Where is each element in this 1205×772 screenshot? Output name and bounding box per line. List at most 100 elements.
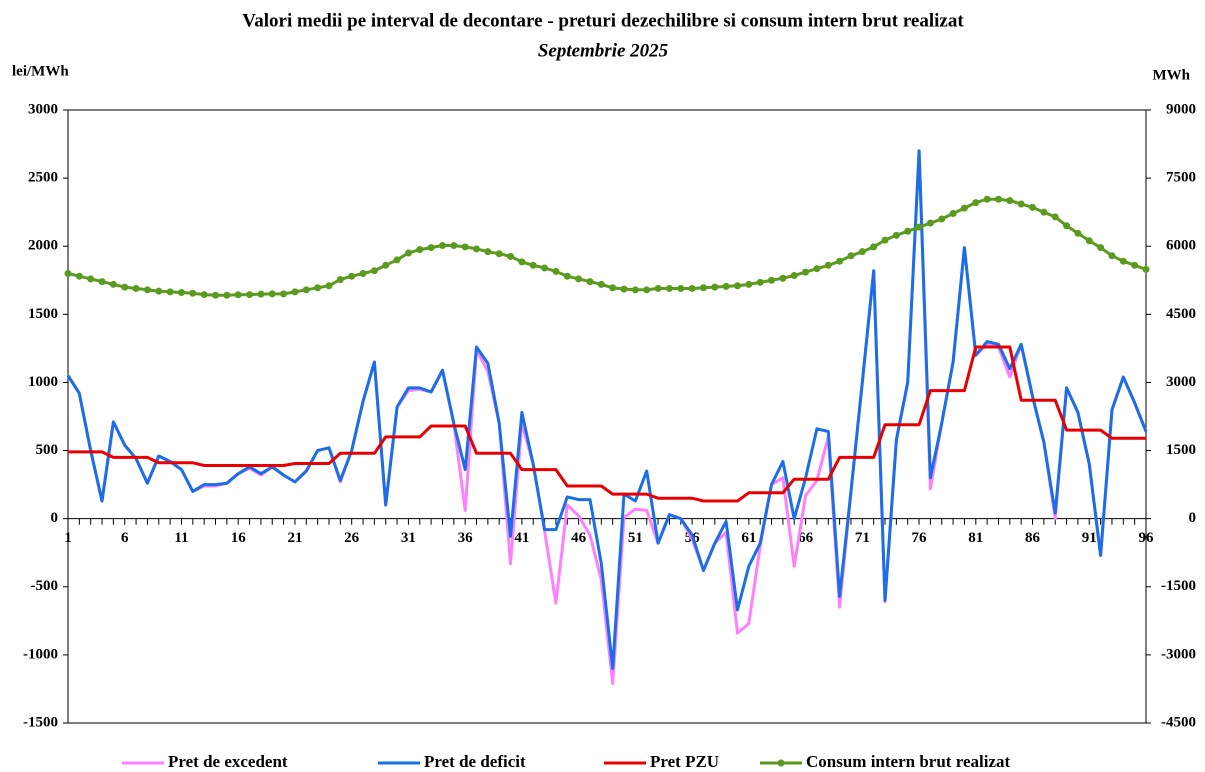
x-tick-label: 61 bbox=[741, 530, 756, 546]
y2-tick-label: 3000 bbox=[1166, 374, 1196, 390]
series-marker bbox=[348, 272, 356, 280]
series-marker bbox=[631, 286, 639, 294]
series-marker bbox=[200, 291, 208, 299]
legend-label: Pret de deficit bbox=[424, 752, 526, 771]
series-marker bbox=[994, 195, 1002, 203]
series-marker bbox=[109, 280, 117, 288]
series-marker bbox=[733, 282, 741, 290]
series-marker bbox=[541, 264, 549, 272]
series-marker bbox=[382, 261, 390, 269]
series-marker bbox=[1097, 244, 1105, 252]
series-marker bbox=[121, 283, 129, 291]
chart-title: Valori medii pe interval de decontare - … bbox=[242, 10, 964, 31]
series-marker bbox=[847, 252, 855, 260]
series-marker bbox=[1142, 265, 1150, 273]
y-tick-label: 2500 bbox=[28, 170, 58, 186]
series-marker bbox=[1131, 261, 1139, 269]
legend-label: Consum intern brut realizat bbox=[806, 752, 1010, 771]
series-marker bbox=[87, 275, 95, 283]
series-marker bbox=[166, 288, 174, 296]
series-marker bbox=[234, 291, 242, 299]
x-tick-label: 96 bbox=[1139, 530, 1155, 546]
series-marker bbox=[189, 289, 197, 297]
series-marker bbox=[495, 250, 503, 258]
series-marker bbox=[688, 284, 696, 292]
series-marker bbox=[915, 223, 923, 231]
series-marker bbox=[507, 252, 515, 260]
x-tick-label: 51 bbox=[628, 530, 643, 546]
y-tick-label: 0 bbox=[51, 510, 59, 526]
series-marker bbox=[370, 267, 378, 275]
series-marker bbox=[575, 275, 583, 283]
y-tick-label: -1000 bbox=[23, 646, 58, 662]
series-marker bbox=[665, 284, 673, 292]
series-marker bbox=[904, 227, 912, 235]
series-marker bbox=[609, 284, 617, 292]
series-marker bbox=[654, 284, 662, 292]
series-marker bbox=[802, 268, 810, 276]
series-marker bbox=[1074, 229, 1082, 237]
series-marker bbox=[404, 249, 412, 257]
x-tick-label: 36 bbox=[458, 530, 474, 546]
series-marker bbox=[620, 285, 628, 293]
y-tick-label: 2000 bbox=[28, 238, 58, 254]
series-marker bbox=[586, 278, 594, 286]
y2-tick-label: 4500 bbox=[1166, 306, 1196, 322]
series-marker bbox=[960, 204, 968, 212]
y2-tick-label: 9000 bbox=[1166, 101, 1196, 117]
series-marker bbox=[711, 283, 719, 291]
series-marker bbox=[75, 272, 83, 280]
series-marker bbox=[359, 269, 367, 277]
series-marker bbox=[529, 261, 537, 269]
series-marker bbox=[438, 242, 446, 250]
series-marker bbox=[1119, 257, 1127, 265]
series-marker bbox=[552, 267, 560, 275]
series-marker bbox=[473, 245, 481, 253]
y-tick-label: -500 bbox=[31, 578, 59, 594]
x-tick-label: 31 bbox=[401, 530, 416, 546]
series-marker bbox=[1040, 208, 1048, 216]
series-marker bbox=[1063, 222, 1071, 230]
series-marker bbox=[949, 210, 957, 218]
chart-subtitle: Septembrie 2025 bbox=[538, 40, 669, 61]
series-marker bbox=[143, 286, 151, 294]
x-tick-label: 86 bbox=[1025, 530, 1041, 546]
y2-tick-label: -3000 bbox=[1161, 646, 1196, 662]
series-marker bbox=[858, 248, 866, 256]
y2-axis-label: MWh bbox=[1153, 67, 1191, 83]
series-marker bbox=[280, 290, 288, 298]
plot-area bbox=[67, 109, 1147, 724]
series-marker bbox=[98, 278, 106, 286]
x-tick-label: 6 bbox=[121, 530, 129, 546]
y2-tick-label: 1500 bbox=[1166, 442, 1196, 458]
series-marker bbox=[1017, 200, 1025, 208]
x-tick-label: 81 bbox=[968, 530, 983, 546]
series-line bbox=[66, 149, 1148, 670]
series-marker bbox=[699, 284, 707, 292]
series-line bbox=[68, 345, 1146, 503]
y2-tick-label: 0 bbox=[1189, 510, 1197, 526]
series-marker bbox=[677, 284, 685, 292]
series-marker bbox=[1006, 197, 1014, 205]
series-marker bbox=[972, 199, 980, 207]
series-marker bbox=[257, 290, 265, 298]
y2-tick-label: 7500 bbox=[1166, 170, 1196, 186]
series-marker bbox=[563, 272, 571, 280]
series-marker bbox=[779, 274, 787, 282]
x-tick-label: 26 bbox=[344, 530, 360, 546]
series-marker bbox=[813, 265, 821, 273]
series-marker bbox=[132, 284, 140, 292]
x-tick-label: 16 bbox=[231, 530, 247, 546]
y-axis-label: lei/MWh bbox=[12, 63, 69, 79]
legend-label: Pret PZU bbox=[650, 752, 719, 771]
y2-tick-label: 6000 bbox=[1166, 238, 1196, 254]
series-marker bbox=[597, 280, 605, 288]
series-marker bbox=[926, 219, 934, 227]
series-marker bbox=[450, 242, 458, 250]
y-tick-label: -1500 bbox=[23, 714, 58, 730]
series-marker bbox=[1108, 252, 1116, 260]
x-tick-label: 21 bbox=[287, 530, 302, 546]
series-marker bbox=[427, 244, 435, 252]
